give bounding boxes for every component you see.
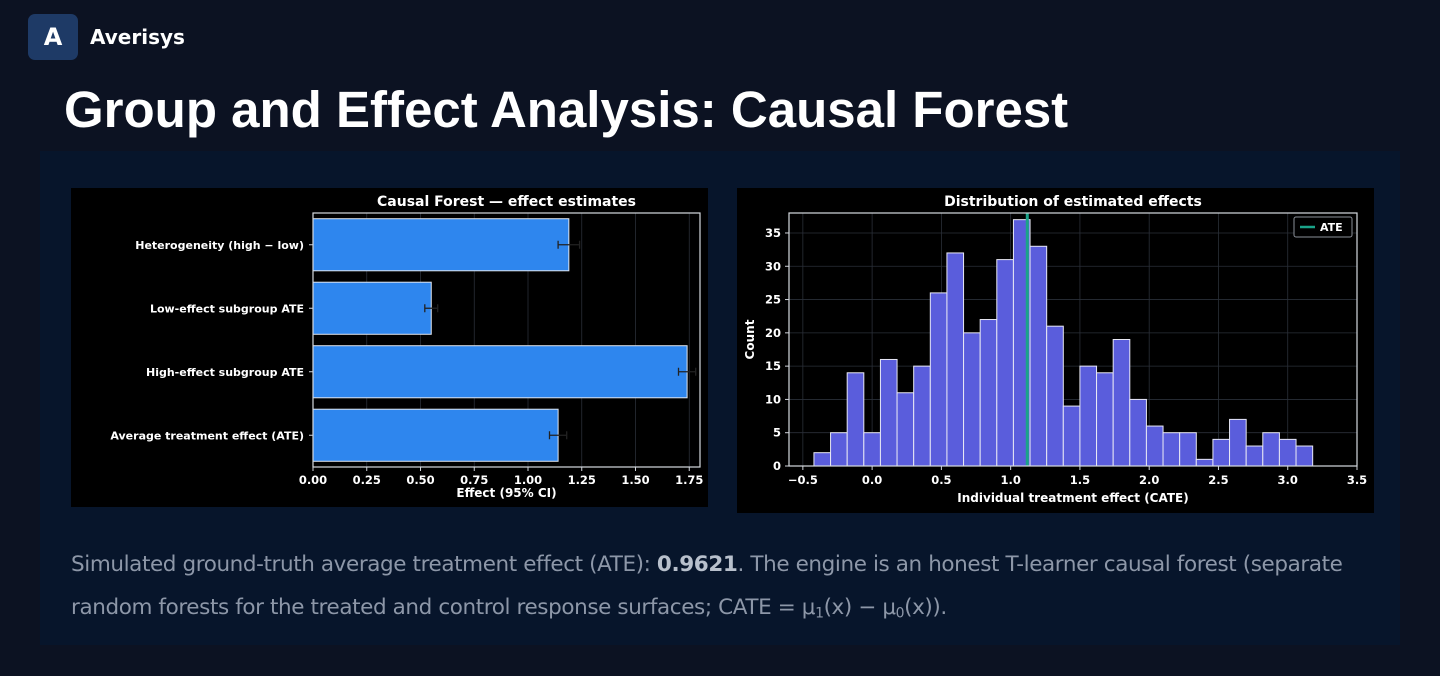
x-tick-label: 1.0 <box>1000 473 1020 487</box>
y-tick-label: 5 <box>773 426 781 440</box>
legend-box <box>1293 216 1353 238</box>
histogram-bin <box>1096 372 1114 467</box>
histogram-bin <box>830 432 848 467</box>
y-tick-label: 25 <box>765 293 781 307</box>
histogram-bin <box>946 252 965 467</box>
histogram-bin <box>929 292 948 467</box>
caption-middle: . The engine is an honest T-learner caus… <box>71 552 1343 620</box>
category-label: Heterogeneity (high − low) <box>135 239 304 252</box>
histogram-bin <box>1195 458 1214 467</box>
category-label: Average treatment effect (ATE) <box>110 429 304 442</box>
histogram-bin <box>1079 365 1098 467</box>
brand: A Averisys <box>28 14 185 60</box>
histogram-bin <box>1278 438 1297 467</box>
effect-distribution-chart: −0.5 0.0 0.5 1.0 1.5 2.0 2.5 3.0 3.5 0 5 10 15 20 25 30… <box>737 188 1374 513</box>
results-caption: Simulated ground-truth average treatment… <box>71 543 1376 635</box>
histogram-bin <box>1129 398 1147 467</box>
histogram-bin <box>879 358 898 467</box>
histogram-bin <box>896 392 915 467</box>
x-tick-label: 2.5 <box>1208 473 1228 487</box>
y-tick-label: 35 <box>765 226 781 240</box>
x-tick-label: 1.5 <box>1070 473 1090 487</box>
histogram-bin <box>1262 432 1280 467</box>
x-tick-label: 1.50 <box>621 473 649 487</box>
page-title: Group and Effect Analysis: Causal Forest <box>64 81 1069 138</box>
histogram-bin <box>1162 432 1181 467</box>
y-tick-label: 0 <box>773 459 781 473</box>
y-tick-label: 30 <box>765 259 781 273</box>
x-tick-label: 1.25 <box>568 473 596 487</box>
brand-name[interactable]: Averisys <box>90 25 185 49</box>
category-label: Low-effect subgroup ATE <box>150 302 304 315</box>
x-tick-label: 0.50 <box>406 473 434 487</box>
effect-bar <box>312 218 570 272</box>
caption-prefix: Simulated ground-truth average treatment… <box>71 552 657 577</box>
histogram-bin <box>1295 445 1314 467</box>
brand-logo[interactable]: A <box>28 14 78 60</box>
effect-distribution-svg: −0.5 0.0 0.5 1.0 1.5 2.0 2.5 3.0 3.5 0 5 10 15 20 25 30… <box>743 194 1367 505</box>
x-tick-label: 1.75 <box>675 473 703 487</box>
x-axis-label: Effect (95% CI) <box>456 486 556 500</box>
x-tick-label: 0.0 <box>862 473 882 487</box>
histogram-bin <box>1062 405 1081 467</box>
histogram-bin <box>1046 325 1064 467</box>
effect-bar <box>312 281 432 335</box>
y-tick-label: 10 <box>765 392 781 406</box>
histogram-bin <box>979 319 998 467</box>
category-label: High-effect subgroup ATE <box>146 366 304 379</box>
effect-estimates-chart: 0.00 0.25 0.50 0.75 1.00 1.25 1.50 1.75 Heteroge… <box>71 188 708 507</box>
y-axis-label: Count <box>743 319 757 359</box>
plot-frame <box>788 212 1358 467</box>
legend-label: ATE <box>1320 221 1343 234</box>
x-tick-label: 3.0 <box>1278 473 1298 487</box>
plot-frame <box>312 212 701 468</box>
histogram-bin <box>913 365 931 467</box>
caption-suffix: (x)). <box>904 595 947 620</box>
y-tick-label: 15 <box>765 359 781 373</box>
effect-estimates-svg: 0.00 0.25 0.50 0.75 1.00 1.25 1.50 1.75 Heteroge… <box>110 194 703 500</box>
x-tick-label: 0.00 <box>299 473 327 487</box>
histogram-bin <box>1145 425 1164 467</box>
effect-bar <box>312 345 688 399</box>
histogram-bin <box>813 452 832 467</box>
histogram-bin <box>1112 339 1131 467</box>
caption-mid2: (x) − μ <box>823 595 896 620</box>
x-tick-label: 0.5 <box>931 473 951 487</box>
x-tick-label: 1.00 <box>514 473 542 487</box>
x-tick-label: 2.0 <box>1139 473 1159 487</box>
histogram-bin <box>1029 245 1048 467</box>
caption-sub-0: 0 <box>895 605 905 622</box>
caption-sub-1: 1 <box>815 605 824 622</box>
histogram-bin <box>1245 445 1264 467</box>
x-tick-label: −0.5 <box>788 473 818 487</box>
x-axis-label: Individual treatment effect (CATE) <box>957 491 1188 505</box>
histogram-bin <box>996 259 1014 467</box>
caption-ate-value: 0.9621 <box>656 552 738 577</box>
y-tick-label: 20 <box>765 326 781 340</box>
histogram-bin <box>1229 418 1247 467</box>
histogram-bin <box>1212 438 1231 467</box>
chart-title: Causal Forest — effect estimates <box>377 194 636 210</box>
x-tick-label: 3.5 <box>1347 473 1367 487</box>
histogram-bin <box>1179 432 1197 467</box>
effect-bar <box>312 408 559 462</box>
histogram-bin <box>963 332 981 467</box>
chart-title: Distribution of estimated effects <box>944 194 1202 210</box>
x-tick-label: 0.75 <box>460 473 488 487</box>
histogram-bin <box>863 432 881 467</box>
results-panel: 0.00 0.25 0.50 0.75 1.00 1.25 1.50 1.75 Heteroge… <box>40 151 1400 645</box>
histogram-bin <box>846 372 865 467</box>
x-tick-label: 0.25 <box>353 473 381 487</box>
